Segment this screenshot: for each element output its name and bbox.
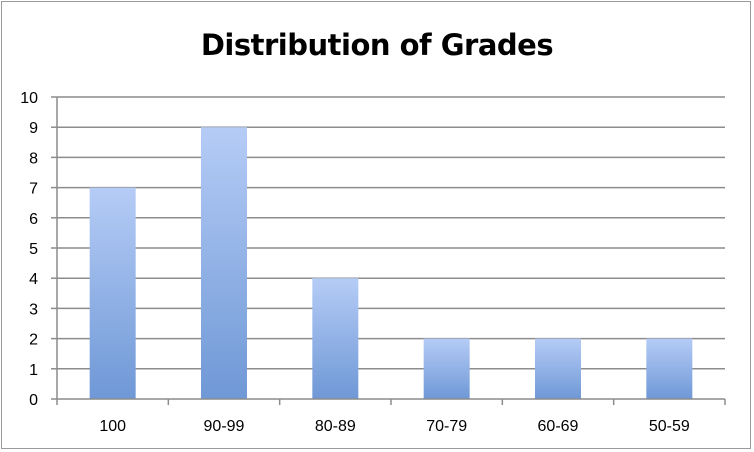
bar-50-59 (646, 338, 693, 399)
axes (51, 96, 726, 405)
bar-90-99 (201, 127, 247, 399)
y-tick-label-8: 8 (29, 150, 38, 167)
x-tick-label-90-99: 90-99 (204, 418, 245, 435)
x-tick-label-50-59: 50-59 (649, 418, 690, 435)
y-tick-label-5: 5 (29, 241, 38, 258)
bar-80-89 (312, 278, 359, 399)
bar-70-79 (423, 338, 470, 399)
y-tick-label-10: 10 (20, 90, 38, 107)
y-tick-label-1: 1 (29, 362, 38, 379)
y-tick-label-0: 0 (29, 392, 38, 409)
y-tick-label-9: 9 (29, 120, 38, 137)
bar-100 (89, 187, 136, 399)
y-tick-label-6: 6 (29, 211, 38, 228)
x-tick-labels: 100 90-99 80-89 70-79 60-69 50-59 (99, 418, 690, 435)
y-tick-labels: 0 1 2 3 4 5 6 7 8 9 10 (20, 90, 38, 409)
bars (89, 127, 693, 399)
chart-title: Distribution of Grades (200, 28, 554, 62)
y-tick-label-7: 7 (29, 181, 38, 198)
y-tick-label-2: 2 (29, 332, 38, 349)
x-tick-label-80-89: 80-89 (315, 418, 356, 435)
bar-60-69 (535, 338, 581, 399)
y-tick-label-4: 4 (29, 271, 38, 288)
y-tick-label-3: 3 (29, 301, 38, 318)
x-tick-label-60-69: 60-69 (538, 418, 579, 435)
x-tick-label-70-79: 70-79 (426, 418, 467, 435)
x-tick-label-100: 100 (99, 418, 126, 435)
gridlines (57, 96, 725, 370)
